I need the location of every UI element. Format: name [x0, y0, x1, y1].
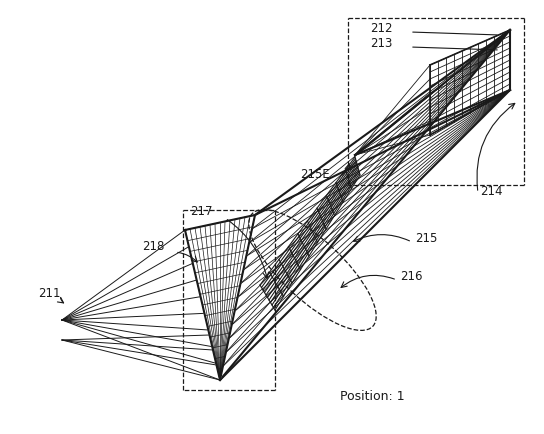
- Text: 214: 214: [480, 185, 503, 198]
- Polygon shape: [185, 215, 255, 380]
- Text: 212: 212: [370, 22, 393, 35]
- Text: Position: 1: Position: 1: [340, 390, 405, 403]
- Text: 217: 217: [190, 205, 213, 218]
- Text: 218: 218: [142, 240, 164, 253]
- Text: 213: 213: [370, 37, 392, 50]
- Text: 211: 211: [38, 287, 60, 300]
- Text: 215: 215: [415, 232, 437, 245]
- Text: 216: 216: [400, 270, 423, 283]
- Text: 215E: 215E: [300, 168, 330, 181]
